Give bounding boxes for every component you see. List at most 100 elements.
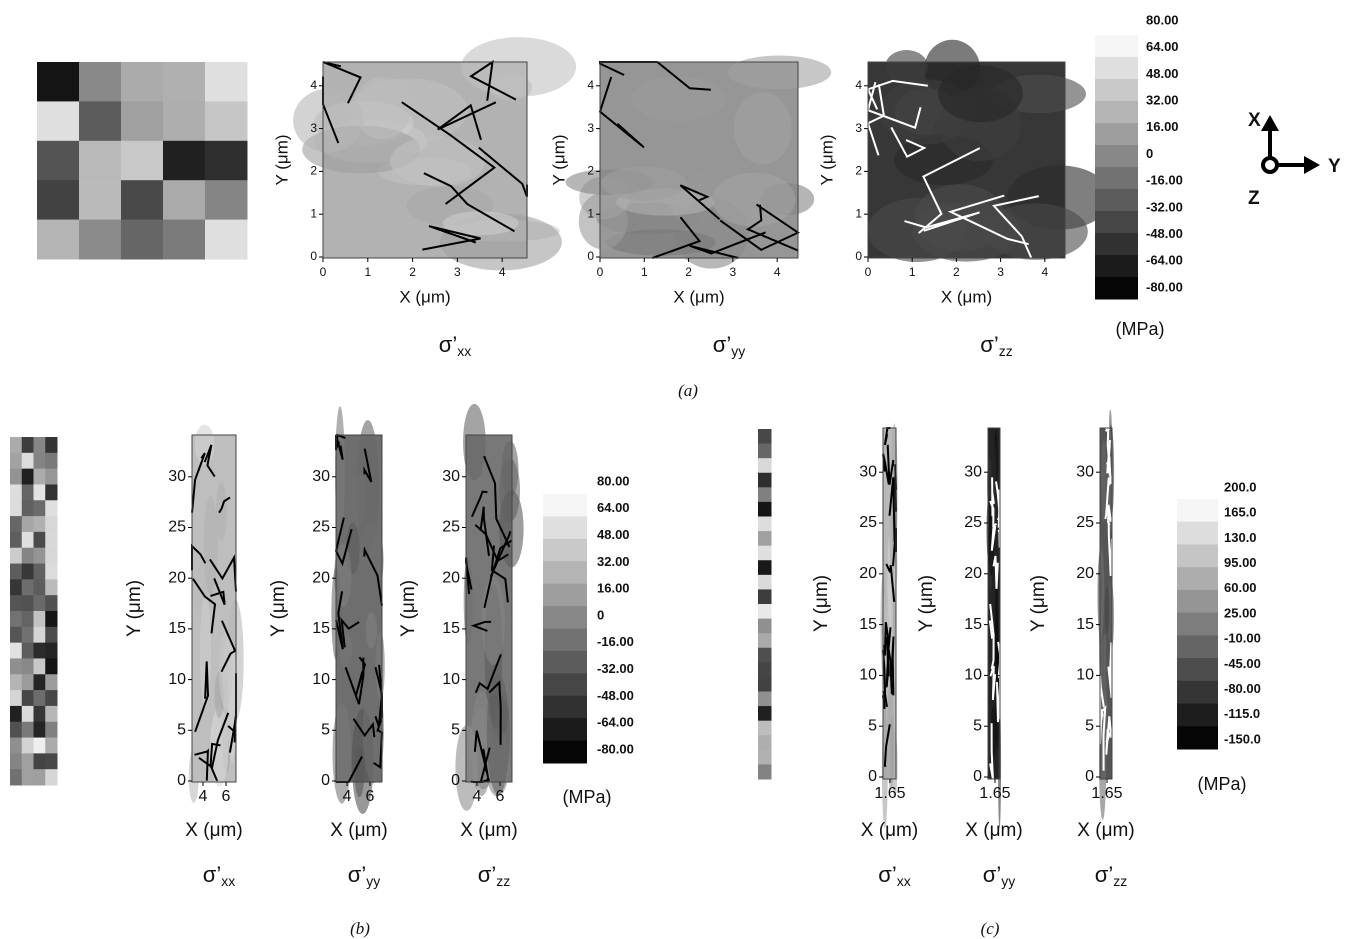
colorbar-band — [543, 629, 587, 652]
colorbar-band — [1177, 590, 1218, 613]
colorbar-band — [1095, 35, 1138, 58]
colorbar-label: 80.00 — [1146, 12, 1179, 27]
colorbar-label: -10.00 — [1224, 631, 1261, 646]
grain — [205, 220, 248, 260]
grain — [37, 141, 80, 181]
grain — [34, 611, 46, 627]
map-contour — [734, 92, 792, 164]
x-tick-label: 3 — [454, 265, 461, 279]
grain — [758, 662, 772, 677]
grain-map — [758, 429, 772, 780]
y-tick-label: 10 — [1076, 667, 1094, 684]
grain — [758, 764, 772, 779]
grain — [163, 180, 206, 220]
grain — [10, 579, 22, 595]
grain — [37, 180, 80, 220]
y-axis-label: Y (μm) — [549, 134, 568, 185]
map-contour — [727, 55, 831, 89]
grain — [22, 611, 34, 627]
grain — [10, 595, 22, 611]
colorbar-band — [543, 673, 587, 696]
grain — [34, 753, 46, 769]
stress-component: xx — [897, 873, 911, 889]
stress-symbol: σ’ — [348, 862, 366, 887]
grain — [205, 141, 248, 181]
map-contour — [366, 612, 377, 649]
x-axis-label: X (μm) — [330, 820, 387, 841]
grain — [758, 517, 772, 532]
colorbar-band — [543, 516, 587, 539]
y-tick-label: 25 — [168, 519, 186, 536]
grain — [121, 141, 164, 181]
grain — [758, 546, 772, 561]
x-axis-label: X (μm) — [185, 820, 242, 841]
grain — [22, 753, 34, 769]
y-tick-label: 1 — [310, 206, 317, 220]
grain — [22, 437, 34, 453]
panel-caption: (b) — [350, 919, 370, 938]
stress-map — [987, 428, 1002, 828]
y-tick-label: 30 — [1076, 463, 1094, 480]
grain — [163, 101, 206, 141]
grain — [10, 738, 22, 754]
colorbar-band — [1095, 101, 1138, 124]
y-tick-label: 20 — [312, 569, 330, 586]
stress-component: xx — [221, 873, 235, 889]
y-tick-label: 4 — [310, 78, 317, 92]
grain — [758, 531, 772, 546]
colorbar-label: 25.00 — [1224, 605, 1257, 620]
grain — [758, 706, 772, 721]
grain — [34, 437, 46, 453]
colorbar-band — [1177, 726, 1218, 749]
x-tick-label: 4 — [1041, 265, 1048, 279]
x-tick-label: 6 — [366, 788, 375, 805]
stress-symbol: σ’ — [983, 862, 1001, 887]
panel-caption: (c) — [981, 919, 1000, 938]
grain — [758, 633, 772, 648]
grain — [10, 690, 22, 706]
x-axis-label: X (μm) — [861, 820, 918, 841]
grain — [22, 564, 34, 580]
grain — [34, 658, 46, 674]
grain — [34, 469, 46, 485]
colorbar-label: -48.00 — [1146, 226, 1183, 241]
y-tick-label: 1 — [587, 206, 594, 220]
grain — [10, 469, 22, 485]
y-tick-label: 5 — [177, 722, 186, 739]
y-axis-label: Y (μm) — [811, 575, 832, 632]
y-tick-label: 5 — [321, 722, 330, 739]
y-tick-label: 20 — [1076, 565, 1094, 582]
y-tick-label: 0 — [587, 249, 594, 263]
triad-origin — [1263, 158, 1277, 172]
grain — [758, 648, 772, 663]
colorbar-label: 80.00 — [597, 473, 630, 488]
grain — [758, 750, 772, 765]
y-tick-label: 4 — [855, 78, 862, 92]
y-tick-label: 10 — [442, 671, 460, 688]
x-tick-label: 3 — [730, 265, 737, 279]
y-tick-label: 0 — [177, 772, 186, 789]
y-tick-label: 0 — [973, 768, 982, 785]
colorbar-unit: (MPa) — [1116, 319, 1165, 339]
y-axis-label: Y (μm) — [817, 134, 836, 185]
x-tick-label: 2 — [409, 265, 416, 279]
grain — [79, 220, 122, 260]
colorbar-label: -150.0 — [1224, 731, 1261, 746]
stress-map — [880, 423, 897, 828]
y-tick-label: 0 — [1085, 768, 1094, 785]
map-contour — [987, 497, 992, 563]
x-tick-label: 3 — [997, 265, 1004, 279]
colorbar-band — [1177, 522, 1218, 545]
grain — [758, 444, 772, 459]
grain — [45, 579, 57, 595]
stress-symbol: σ’ — [478, 862, 496, 887]
y-axis-label: Y (μm) — [268, 580, 289, 637]
stress-label: σ’yy — [983, 862, 1015, 889]
colorbar-label: 16.00 — [1146, 119, 1179, 134]
y-tick-label: 20 — [168, 569, 186, 586]
grain — [10, 500, 22, 516]
y-tick-label: 25 — [859, 514, 877, 531]
colorbar-band — [1177, 681, 1218, 704]
grain — [22, 690, 34, 706]
colorbar-band — [1177, 499, 1218, 522]
